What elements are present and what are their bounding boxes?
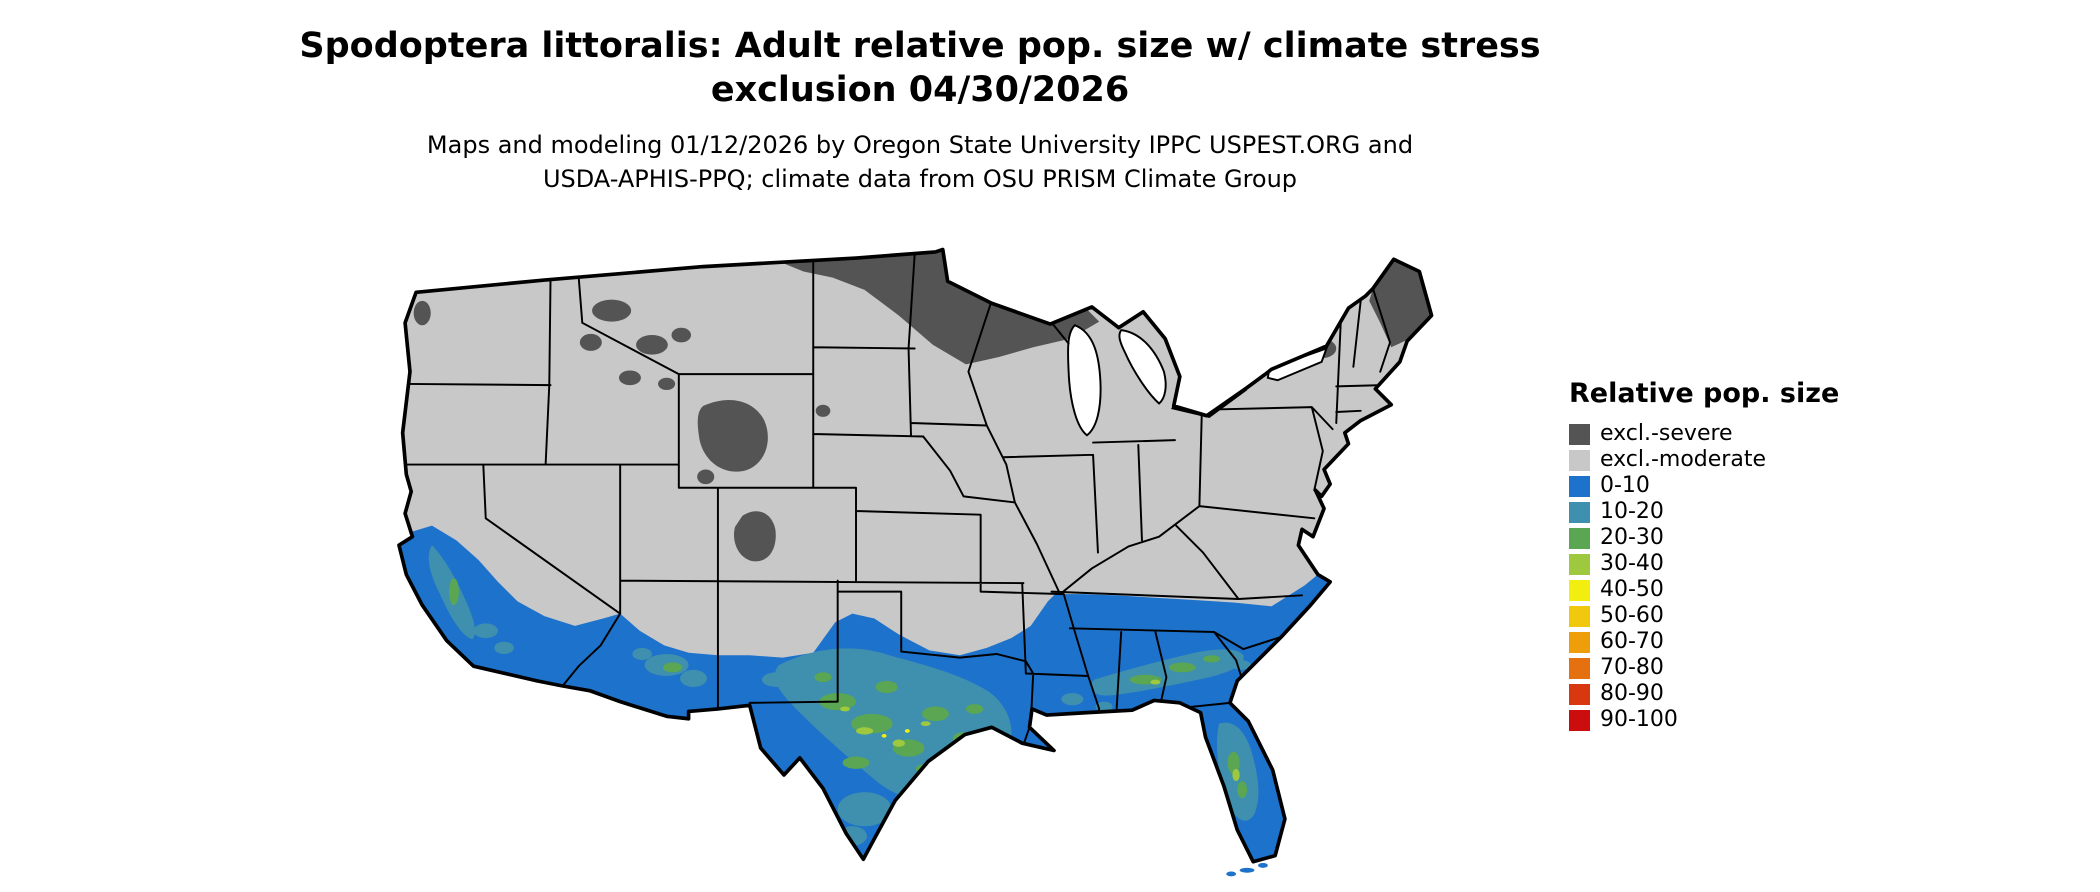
legend-swatch xyxy=(1569,631,1590,653)
legend-label: 70-80 xyxy=(1600,655,1664,680)
florida-keys xyxy=(1226,862,1268,877)
legend-label: 30-40 xyxy=(1600,551,1664,576)
legend-swatch xyxy=(1569,527,1590,549)
legend-label: 80-90 xyxy=(1600,681,1664,706)
legend-swatch xyxy=(1569,579,1590,601)
legend-swatch xyxy=(1569,423,1590,445)
legend-item: 60-70 xyxy=(1569,629,1839,655)
region-pop-40-50 xyxy=(881,729,910,738)
lake-huron xyxy=(1118,329,1167,405)
country-outline xyxy=(397,247,1434,864)
region-excl-severe xyxy=(413,249,1432,562)
map-layers xyxy=(398,249,1432,862)
legend-item: 30-40 xyxy=(1569,551,1839,577)
legend-item: 0-10 xyxy=(1569,473,1839,499)
legend: Relative pop. size excl.-severe excl.-mod… xyxy=(1569,378,1839,733)
us-map-container xyxy=(300,224,1522,886)
legend-label: 10-20 xyxy=(1600,499,1664,524)
us-map xyxy=(397,247,1434,877)
legend-label: 40-50 xyxy=(1600,577,1664,602)
legend-label: excl.-moderate xyxy=(1600,447,1766,472)
legend-item: 70-80 xyxy=(1569,655,1839,681)
legend-swatch xyxy=(1569,475,1590,497)
state-borders xyxy=(406,253,1392,761)
legend-swatch xyxy=(1569,449,1590,471)
legend-swatch xyxy=(1569,709,1590,731)
legend-swatch xyxy=(1569,605,1590,627)
legend-label: 0-10 xyxy=(1600,473,1650,498)
map-title-line1: Spodoptera littoralis: Adult relative po… xyxy=(299,26,1541,66)
legend-item: excl.-moderate xyxy=(1569,447,1839,473)
legend-item: excl.-severe xyxy=(1569,421,1839,447)
lake-michigan xyxy=(1067,324,1102,437)
legend-title: Relative pop. size xyxy=(1569,378,1840,409)
map-subtitle-line1: Maps and modeling 01/12/2026 by Oregon S… xyxy=(426,131,1414,159)
map-title-line2: exclusion 04/30/2026 xyxy=(710,70,1130,110)
legend-item: 10-20 xyxy=(1569,499,1839,525)
legend-label: 60-70 xyxy=(1600,629,1664,654)
legend-swatch xyxy=(1569,501,1590,523)
map-subtitle-line2: USDA-APHIS-PPQ; climate data from OSU PR… xyxy=(542,165,1298,193)
title-block: Spodoptera littoralis: Adult relative po… xyxy=(90,24,1750,196)
legend-label: excl.-severe xyxy=(1600,421,1733,446)
legend-swatch xyxy=(1569,683,1590,705)
legend-item: 80-90 xyxy=(1569,681,1839,707)
legend-label: 50-60 xyxy=(1600,603,1664,628)
legend-items: excl.-severe excl.-moderate 0-10 10-20 20-30… xyxy=(1569,421,1839,733)
legend-item: 90-100 xyxy=(1569,707,1839,733)
legend-swatch xyxy=(1569,657,1590,679)
legend-label: 20-30 xyxy=(1600,525,1664,550)
legend-swatch xyxy=(1569,553,1590,575)
legend-item: 40-50 xyxy=(1569,577,1839,603)
legend-item: 50-60 xyxy=(1569,603,1839,629)
legend-label: 90-100 xyxy=(1600,707,1678,732)
legend-item: 20-30 xyxy=(1569,525,1839,551)
